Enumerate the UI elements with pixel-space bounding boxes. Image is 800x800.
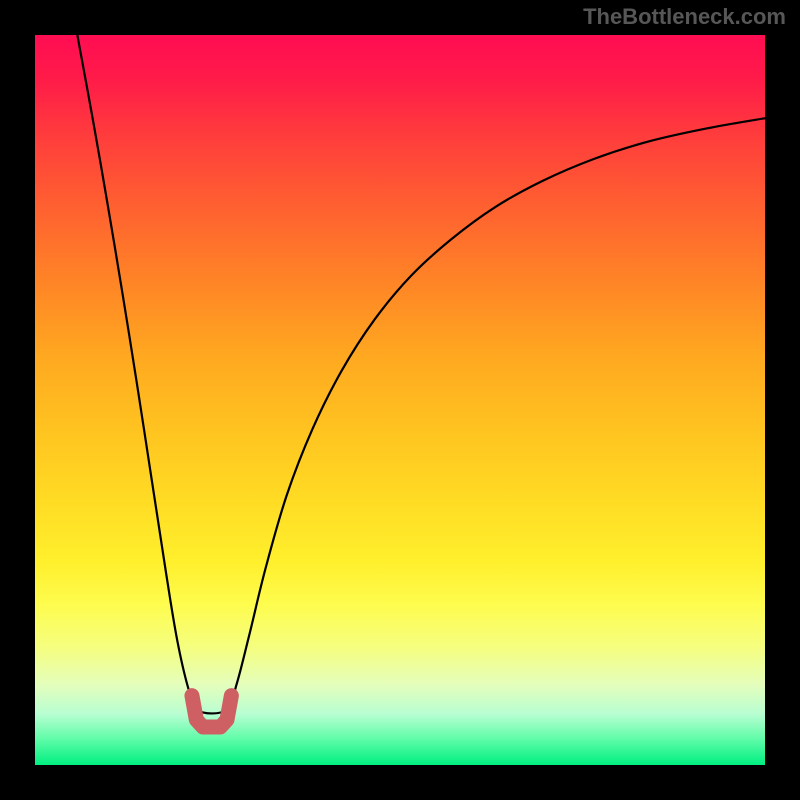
bottleneck-chart bbox=[35, 35, 765, 765]
watermark: TheBottleneck.com bbox=[583, 4, 786, 30]
chart-background bbox=[35, 35, 765, 765]
chart-svg bbox=[35, 35, 765, 765]
